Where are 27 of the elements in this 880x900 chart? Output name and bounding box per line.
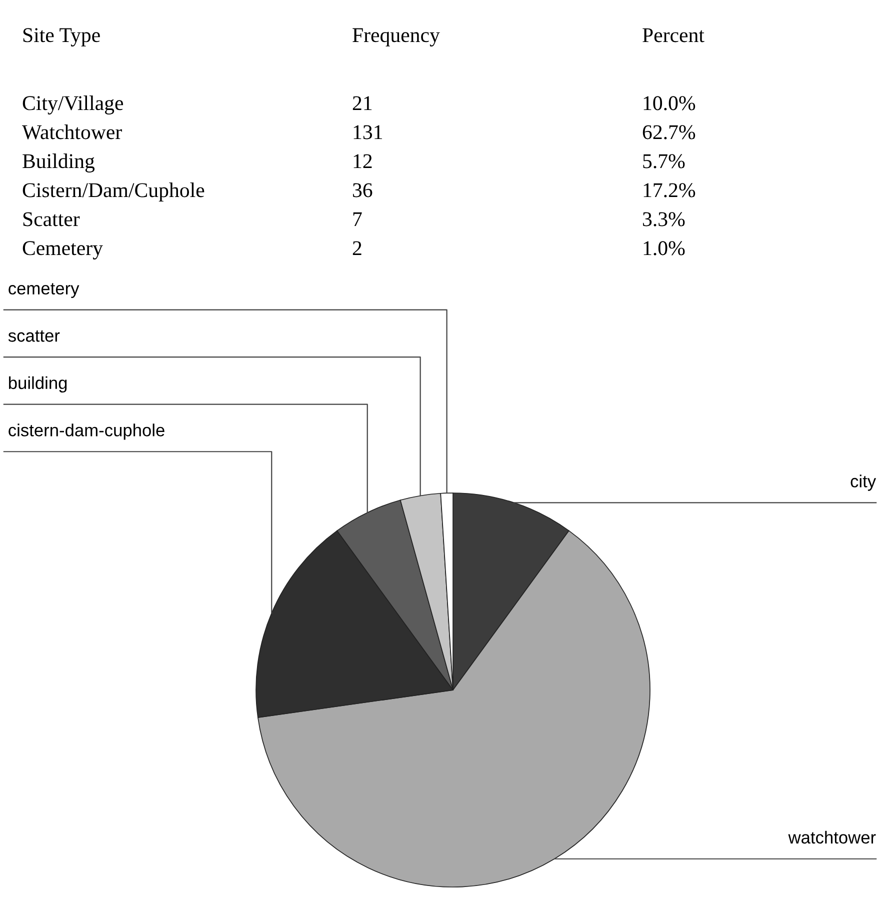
text: 1.0% <box>644 241 685 256</box>
text: 12 <box>354 154 372 168</box>
text: 131 <box>354 125 382 140</box>
text: 36 <box>352 183 372 198</box>
text: Frequency <box>352 28 440 46</box>
text: Scatter <box>23 212 80 226</box>
slice-label: building <box>9 376 67 393</box>
slice-label: cemetery <box>8 283 80 298</box>
slice-label: watchtower <box>788 830 876 844</box>
text: Site Type <box>23 28 100 46</box>
text: 17.2% <box>644 183 696 198</box>
text: Cemetery <box>22 241 103 260</box>
text: 3.3% <box>642 212 685 226</box>
text: 2 <box>352 241 362 256</box>
text: 62.7% <box>642 125 696 140</box>
text: Building <box>22 154 95 172</box>
text: 21 <box>352 96 372 110</box>
text: 10.0% <box>644 96 696 110</box>
slice-label: scatter <box>8 330 60 342</box>
text: City/Village <box>22 96 124 114</box>
text: Watchtower <box>22 124 122 140</box>
text: Percent <box>642 28 704 42</box>
text: 7 <box>353 212 362 226</box>
slice-label: city <box>850 474 876 491</box>
text: Cistern/Dam/Cuphole <box>22 182 204 202</box>
text: 5.7% <box>643 154 685 168</box>
slice-label: cistern-dam-cuphole <box>8 424 164 440</box>
